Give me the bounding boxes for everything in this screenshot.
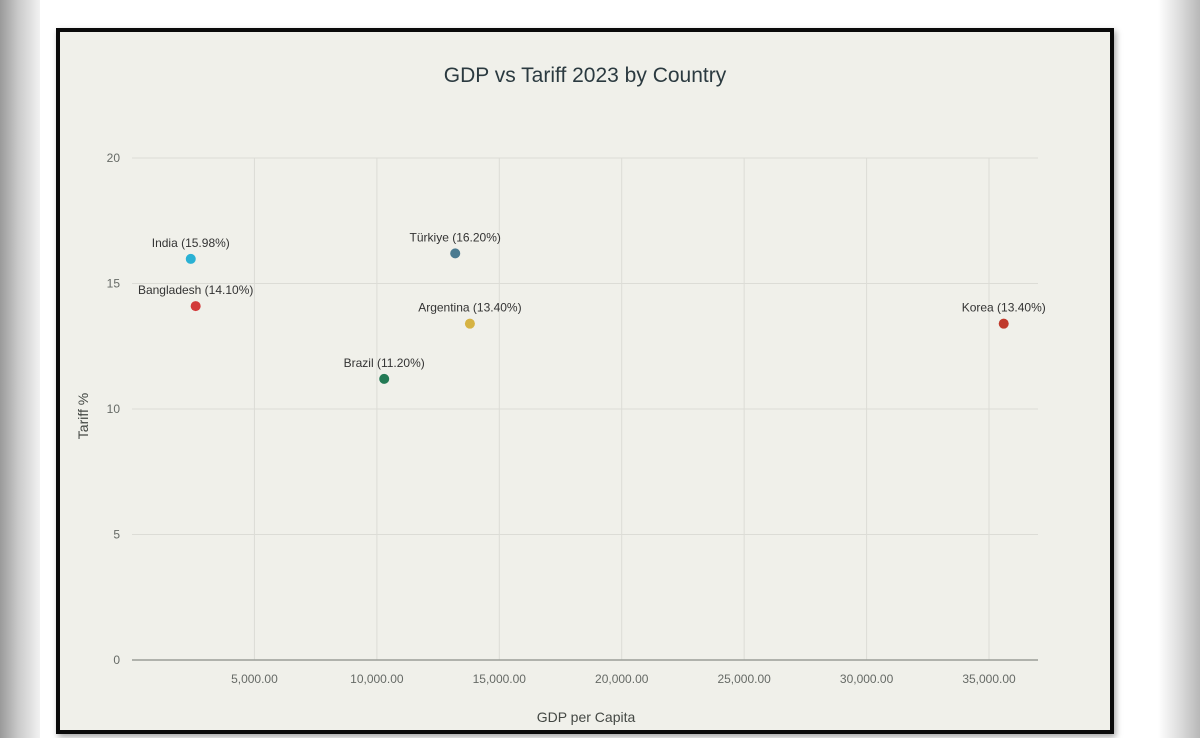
y-tick-label: 0 bbox=[113, 653, 120, 667]
grid bbox=[132, 157, 1038, 660]
data-point bbox=[450, 248, 461, 259]
axes: 0 5 10 15 20 5,000.00 10,000.00 15,000.00 20,000… bbox=[107, 151, 1038, 686]
data-label: Argentina (13.40%) bbox=[418, 301, 521, 315]
x-tick-label: 25,000.00 bbox=[717, 672, 771, 686]
x-tick-label: 30,000.00 bbox=[840, 672, 894, 686]
data-point bbox=[379, 373, 390, 384]
chart-title: GDP vs Tariff 2023 by Country bbox=[444, 64, 727, 87]
data-label: Bangladesh (14.10%) bbox=[138, 283, 253, 297]
data-point bbox=[464, 318, 475, 329]
x-tick-label: 20,000.00 bbox=[595, 672, 649, 686]
y-tick-label: 20 bbox=[107, 151, 121, 165]
x-tick-label: 10,000.00 bbox=[350, 672, 404, 686]
data-points: India (15.98%) Bangladesh (14.10%) Türkiye… bbox=[138, 230, 1046, 384]
y-axis-label: Tariff % bbox=[75, 393, 91, 439]
x-tick-label: 35,000.00 bbox=[962, 672, 1016, 686]
data-point bbox=[190, 301, 201, 312]
y-tick-label: 5 bbox=[113, 528, 120, 542]
y-tick-label: 15 bbox=[107, 277, 121, 291]
scatter-chart: GDP vs Tariff 2023 by Country 0 5 10 15 20 5,… bbox=[75, 64, 1046, 725]
x-tick-label: 5,000.00 bbox=[231, 672, 278, 686]
data-label: Korea (13.40%) bbox=[962, 301, 1046, 315]
x-tick-label: 15,000.00 bbox=[473, 672, 527, 686]
data-label: Brazil (11.20%) bbox=[344, 356, 425, 370]
y-tick-label: 10 bbox=[107, 402, 121, 416]
data-point bbox=[998, 318, 1009, 329]
page-edge-right bbox=[1158, 0, 1200, 738]
data-point bbox=[185, 253, 196, 264]
data-label: Türkiye (16.20%) bbox=[410, 230, 501, 244]
chart-frame: GDP vs Tariff 2023 by Country 0 5 10 15 20 5,… bbox=[56, 28, 1114, 734]
page-edge-left bbox=[0, 0, 40, 738]
x-axis-label: GDP per Capita bbox=[537, 709, 636, 725]
data-label: India (15.98%) bbox=[152, 236, 230, 250]
